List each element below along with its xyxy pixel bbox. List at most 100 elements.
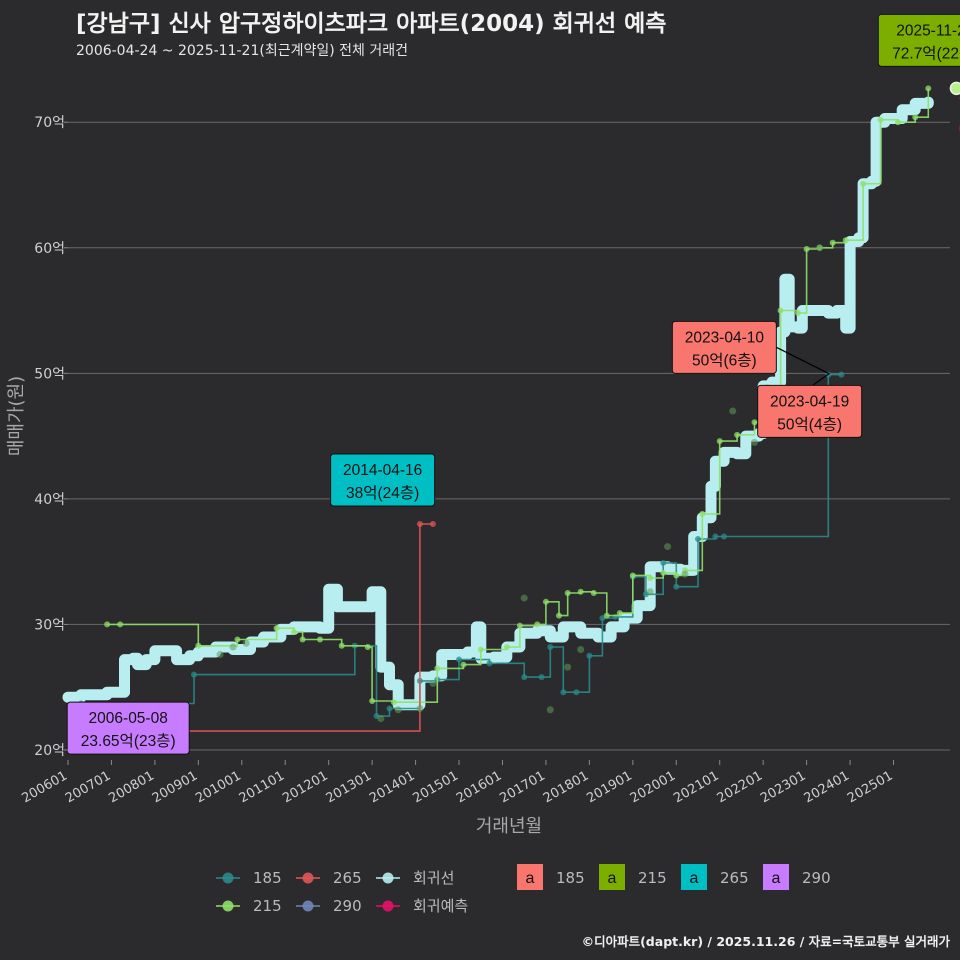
callout-date: 2014-04-16 [343, 462, 422, 479]
prediction-value: 727,000 [958, 95, 960, 112]
x-tick-label: 201701 [497, 768, 547, 806]
data-point-185 [573, 689, 580, 696]
data-point-215 [842, 237, 849, 244]
data-point-185 [191, 671, 197, 678]
data-point-215 [860, 180, 867, 187]
data-point-185 [695, 536, 701, 543]
x-tick-label: 202001 [628, 768, 678, 806]
scatter-point [816, 244, 824, 252]
x-tick-label: 201301 [324, 768, 374, 806]
callout-value: 38억(24층) [346, 484, 419, 502]
data-point-215 [104, 621, 111, 628]
legend-marker-265 [302, 872, 314, 884]
scatter-point [229, 643, 237, 651]
data-point-185 [721, 533, 728, 540]
legend-box-label-265: 265 [720, 869, 749, 887]
callout-date: 2023-04-10 [685, 329, 765, 346]
regression-line [62, 96, 934, 711]
data-point-185 [599, 615, 606, 622]
data-point-215 [912, 114, 919, 121]
data-point-215 [734, 431, 741, 438]
legend-box-label-215: 215 [638, 869, 667, 887]
x-tick-label: 201401 [367, 768, 417, 806]
legend-box-290 [763, 864, 789, 890]
data-point-215 [477, 646, 484, 653]
prediction-area: (~215㎡) [958, 118, 960, 136]
legend-marker-회귀예측 [382, 900, 394, 912]
legend-label-265: 265 [333, 869, 362, 887]
scatter-point [681, 570, 689, 578]
chart-subtitle: 2006-04-24 ~ 2025-11-21(최근계약일) 전체 거래건 [76, 43, 408, 59]
x-tick-label: 200901 [150, 768, 200, 806]
data-point-215 [290, 628, 297, 635]
callout-box [877, 13, 960, 67]
prediction-point [949, 81, 960, 96]
callout-leader [776, 346, 829, 374]
callout-leader [812, 372, 831, 386]
chart-title: [강남구] 신사 압구정하이츠파크 아파트(2004) 회귀선 예측 [76, 11, 667, 37]
scatter-point [377, 715, 385, 723]
legend-marker-회귀선 [382, 872, 394, 884]
scatter-point [577, 646, 585, 654]
data-point-215 [647, 574, 654, 581]
callout-date: 2006-05-08 [89, 710, 168, 727]
data-point-215 [434, 665, 441, 672]
legend-marker-290 [302, 900, 314, 912]
scatter-point [520, 594, 528, 602]
data-point-215 [460, 661, 467, 668]
data-point-215 [673, 572, 680, 579]
data-point-215 [516, 622, 523, 629]
data-point-185 [586, 652, 593, 659]
y-tick-label: 20억 [34, 743, 65, 759]
data-point-215 [603, 612, 610, 619]
x-axis-title: 거래년월 [476, 816, 542, 837]
scatter-point [664, 543, 672, 551]
data-point-215 [555, 612, 562, 619]
callout-value: 23.65억(23층) [81, 732, 176, 750]
legend-box-215 [599, 864, 625, 890]
y-axis-title: 매매가(원) [6, 376, 27, 456]
data-point-215 [564, 590, 571, 597]
data-point-265 [429, 520, 436, 527]
legend-glyph: a [608, 870, 617, 887]
data-point-185 [521, 674, 528, 681]
x-tick-label: 202301 [758, 768, 808, 806]
data-point-265 [416, 520, 423, 527]
x-tick-label: 201101 [237, 768, 287, 806]
callout-value: 72.7억(22층) [892, 44, 960, 62]
scatter-point [429, 679, 437, 687]
data-point-215 [794, 310, 801, 317]
callout-box [330, 453, 436, 507]
data-point-215 [877, 116, 884, 123]
data-point-215 [577, 588, 584, 595]
y-tick-label: 70억 [34, 115, 65, 131]
data-point-185 [673, 583, 680, 590]
scatter-point [646, 588, 654, 596]
x-tick-label: 202201 [715, 768, 765, 806]
data-point-215 [660, 569, 667, 576]
x-tick-label: 201901 [584, 768, 634, 806]
x-tick-label: 201601 [454, 768, 504, 806]
callout-box [66, 701, 190, 755]
data-point-215 [894, 119, 901, 126]
data-point-215 [716, 438, 723, 445]
x-tick-label: 201001 [193, 768, 243, 806]
legend-label-290: 290 [333, 897, 362, 915]
legend-box-label-290: 290 [802, 869, 831, 887]
scatter-point [564, 663, 572, 671]
data-point-215 [299, 636, 306, 643]
data-point-215 [117, 621, 124, 628]
data-point-215 [364, 644, 371, 651]
legend-marker-185 [222, 872, 234, 884]
y-tick-label: 40억 [34, 492, 65, 508]
legend-box-265 [681, 864, 707, 890]
x-tick-label: 200701 [63, 768, 113, 806]
y-tick-label: 50억 [34, 366, 65, 382]
data-point-215 [616, 610, 623, 617]
legend: 185 265 회귀선 215 290 회귀예측 a 185 a 215 a 265 a 290 [216, 864, 831, 915]
callout-value: 50억(6층) [692, 351, 757, 369]
data-point-215 [699, 510, 706, 517]
x-tick-label: 200601 [20, 768, 70, 806]
data-point-215 [390, 699, 397, 706]
